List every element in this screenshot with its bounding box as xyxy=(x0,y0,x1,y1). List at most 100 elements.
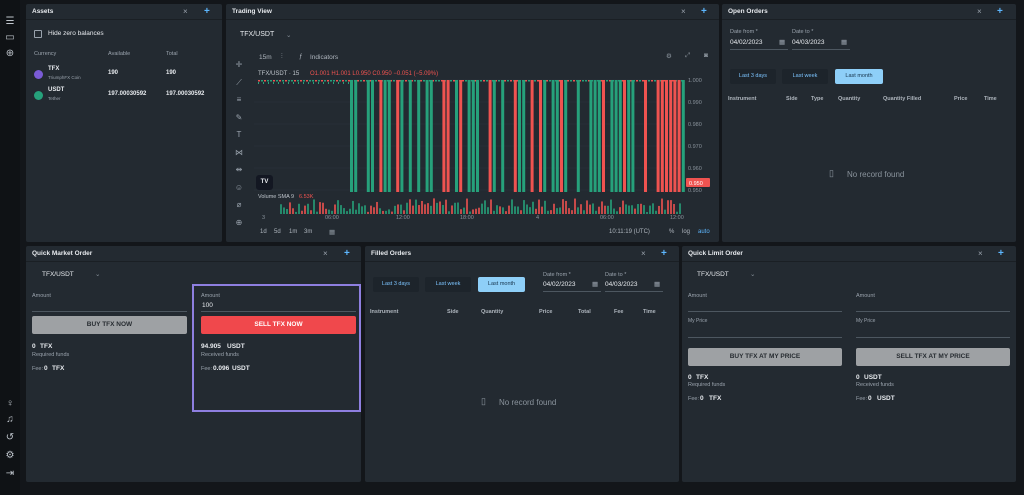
date-to-input[interactable]: 04/03/2023 xyxy=(792,39,825,46)
volume-bar xyxy=(349,208,351,214)
tab-last-week[interactable]: Last week xyxy=(782,69,828,84)
brush-icon[interactable]: ✎ xyxy=(235,112,243,122)
add-icon[interactable]: + xyxy=(997,6,1003,17)
history-icon[interactable]: ↺ xyxy=(5,432,15,443)
crosshair-icon[interactable]: ✛ xyxy=(235,60,243,69)
add-panel-icon[interactable]: ⊕ xyxy=(5,48,15,59)
calendar-icon[interactable]: ▦ xyxy=(841,39,848,46)
add-icon[interactable]: + xyxy=(204,6,210,17)
tab-last-3-days[interactable]: Last 3 days xyxy=(373,277,419,292)
volume-bar xyxy=(445,199,447,214)
fullscreen-icon[interactable]: ⤢ xyxy=(685,52,691,59)
tab-last-week[interactable]: Last week xyxy=(425,277,471,292)
tab-last-month[interactable]: Last month xyxy=(835,69,883,84)
document-icon: ▯ xyxy=(829,168,834,178)
col-side: Side xyxy=(447,309,459,315)
date-to-input[interactable]: 04/03/2023 xyxy=(605,281,638,288)
measure-icon[interactable]: ⌀ xyxy=(236,200,242,209)
buy-now-button[interactable]: BUY TFX NOW xyxy=(32,316,187,334)
sell-funds-unit: USDT xyxy=(227,343,245,350)
range-5d[interactable]: 5d xyxy=(274,229,281,235)
chevron-down-icon[interactable]: ⌄ xyxy=(286,32,292,39)
close-icon[interactable]: × xyxy=(978,249,983,258)
text-tool-icon[interactable]: T xyxy=(236,130,242,139)
candle-type-icon[interactable]: ⫶ xyxy=(281,53,283,60)
candle-body xyxy=(315,80,317,82)
close-icon[interactable]: × xyxy=(681,7,686,16)
trendline-icon[interactable]: ⟋ xyxy=(236,77,242,87)
sell-amount-input[interactable]: 100 xyxy=(202,302,213,309)
settings-icon[interactable]: ⚙ xyxy=(5,450,15,461)
add-icon[interactable]: + xyxy=(344,248,350,259)
pair-select[interactable]: TFX/USDT xyxy=(697,271,729,278)
close-icon[interactable]: × xyxy=(641,249,646,258)
candle-body xyxy=(328,82,329,84)
candle-body xyxy=(537,80,539,82)
calendar-icon[interactable]: ▦ xyxy=(779,39,786,46)
bell-icon[interactable]: ♫ xyxy=(6,414,14,425)
sell-funds-label: Received funds xyxy=(856,382,894,388)
sell-amount-input[interactable] xyxy=(856,311,1010,312)
indicators-button[interactable]: Indicators xyxy=(310,54,339,61)
buy-at-price-button[interactable]: BUY TFX AT MY PRICE xyxy=(688,348,842,366)
sell-now-button[interactable]: SELL TFX NOW xyxy=(201,316,356,334)
hide-zero-checkbox[interactable] xyxy=(34,30,42,38)
buy-funds-value: 0 xyxy=(32,343,36,350)
buy-amount-input[interactable] xyxy=(688,311,842,312)
quick-market-order-panel: Quick Market Order × + TFX/USDT ⌄ Amount… xyxy=(26,246,361,482)
ruler-icon[interactable]: ⇹ xyxy=(235,165,243,174)
sell-price-input[interactable] xyxy=(856,337,1010,338)
candle-body xyxy=(455,80,458,192)
indicators-icon[interactable]: ƒ xyxy=(299,53,303,60)
window-icon[interactable]: ▭ xyxy=(5,32,15,43)
menu-icon[interactable]: ☰ xyxy=(5,16,15,27)
add-icon[interactable]: + xyxy=(701,6,707,17)
auto-toggle[interactable]: auto xyxy=(698,229,710,235)
date-from-input[interactable]: 04/02/2023 xyxy=(543,281,576,288)
buy-price-input[interactable] xyxy=(688,337,842,338)
range-1m[interactable]: 1m xyxy=(289,229,298,235)
volume-bar xyxy=(628,205,630,214)
calendar-icon[interactable]: ▦ xyxy=(654,281,661,288)
candle-body xyxy=(555,80,559,192)
calendar-icon[interactable]: ▦ xyxy=(592,281,599,288)
sell-at-price-button[interactable]: SELL TFX AT MY PRICE xyxy=(856,348,1010,366)
pattern-icon[interactable]: ⋈ xyxy=(235,147,243,157)
pair-select[interactable]: TFX/USDT xyxy=(42,271,74,278)
candle-body xyxy=(551,80,555,192)
close-icon[interactable]: × xyxy=(183,7,188,16)
range-1d[interactable]: 1d xyxy=(260,229,267,235)
date-from-input[interactable]: 04/02/2023 xyxy=(730,39,763,46)
zoom-icon[interactable]: ⊕ xyxy=(235,217,243,227)
buy-amount-input[interactable] xyxy=(32,311,187,312)
range-3m[interactable]: 3m xyxy=(304,229,313,235)
close-icon[interactable]: × xyxy=(977,7,982,16)
time-tick-label: 06:00 xyxy=(325,215,339,221)
camera-icon[interactable]: ◙ xyxy=(704,52,708,59)
chevron-down-icon[interactable]: ⌄ xyxy=(750,271,756,278)
volume-bar xyxy=(664,209,666,214)
fib-icon[interactable]: ≡ xyxy=(236,95,242,104)
price-chart[interactable]: 1.000 0.990 0.980 0.970 0.960 0.950 0.950 3 06:0… xyxy=(250,66,712,234)
chevron-down-icon[interactable]: ⌄ xyxy=(95,271,101,278)
interval-select[interactable]: 15m xyxy=(259,54,272,61)
gear-icon[interactable]: ⚙ xyxy=(666,53,672,60)
emoji-icon[interactable]: ☺ xyxy=(234,182,244,192)
pair-select[interactable]: TFX/USDT xyxy=(240,31,275,38)
volume-bar xyxy=(574,198,576,214)
tab-last-3-days[interactable]: Last 3 days xyxy=(730,69,776,84)
volume-bar xyxy=(418,205,420,214)
tab-last-month[interactable]: Last month xyxy=(478,277,525,292)
add-icon[interactable]: + xyxy=(661,248,667,259)
add-icon[interactable]: + xyxy=(998,248,1004,259)
lightbulb-icon[interactable]: ♀ xyxy=(6,398,14,409)
close-icon[interactable]: × xyxy=(323,249,328,258)
volume-bar xyxy=(490,199,492,214)
calendar-icon[interactable]: ▦ xyxy=(329,229,336,236)
percent-toggle[interactable]: % xyxy=(669,229,675,235)
volume-bar xyxy=(487,207,489,214)
candle-body xyxy=(306,80,308,82)
log-toggle[interactable]: log xyxy=(682,229,691,235)
logout-icon[interactable]: ⇥ xyxy=(5,468,15,479)
